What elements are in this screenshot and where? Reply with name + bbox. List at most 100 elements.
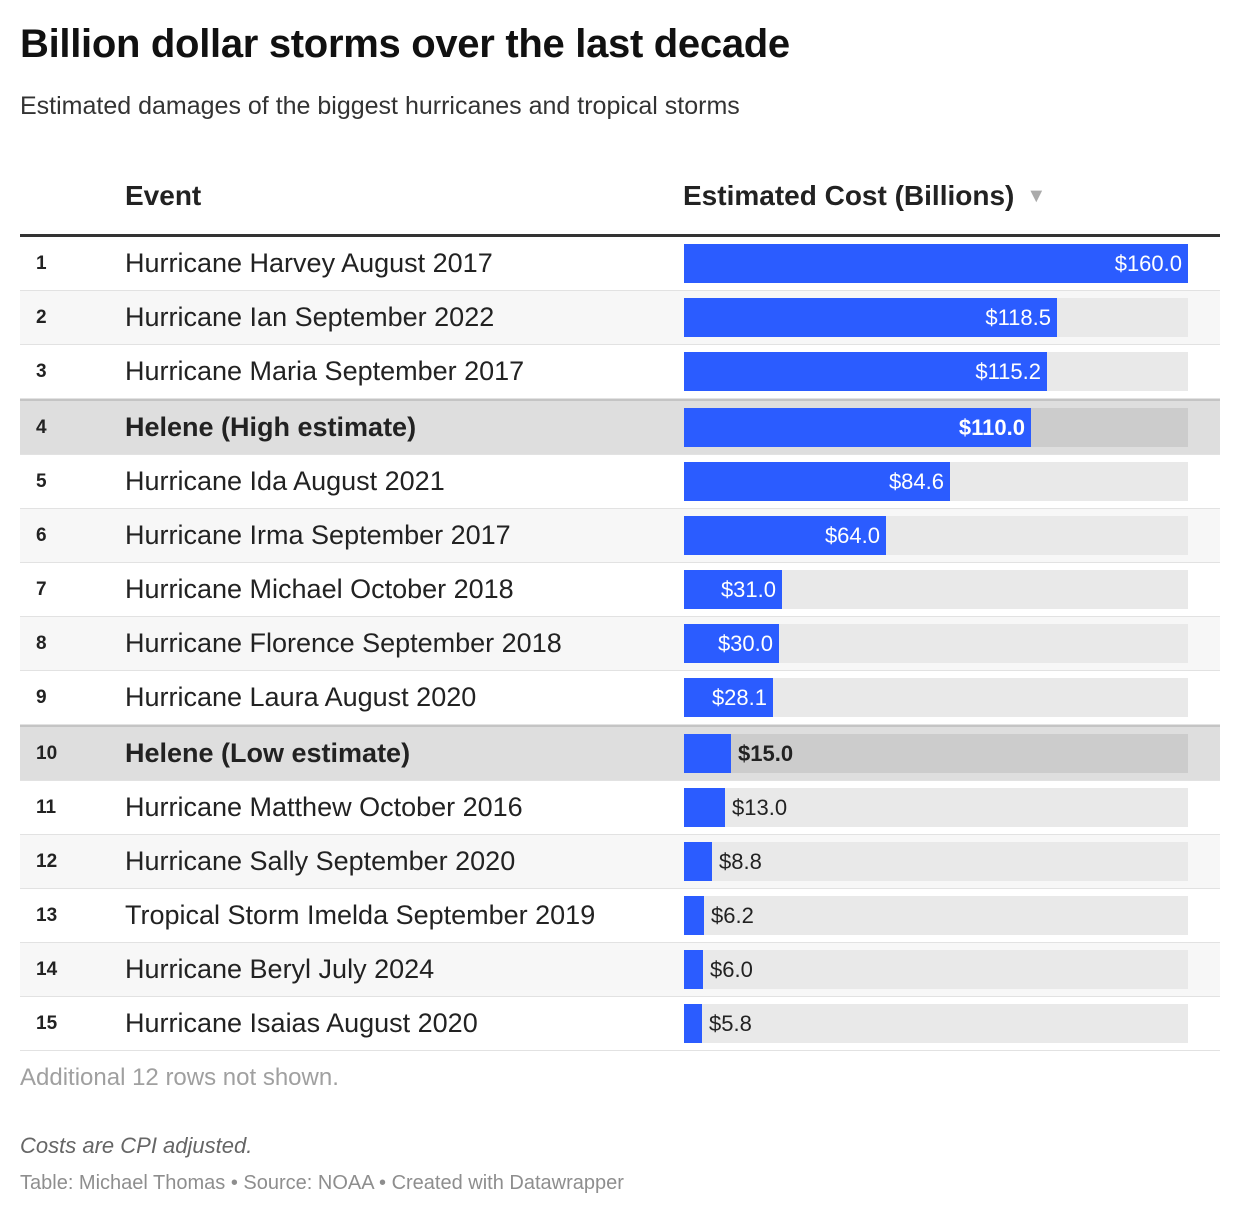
table-row: 7 Hurricane Michael October 2018 $31.0 (20, 563, 1220, 617)
column-header-cost-label: Estimated Cost (Billions) (683, 180, 1015, 211)
row-event-name: Hurricane Beryl July 2024 (125, 954, 435, 984)
cost-bar (684, 678, 773, 717)
table-row: 8 Hurricane Florence September 2018 $30.0 (20, 617, 1220, 671)
cost-bar-track: $84.6 (684, 462, 1188, 501)
row-event-name: Hurricane Michael October 2018 (125, 574, 514, 604)
table-row: 1 Hurricane Harvey August 2017 $160.0 (20, 237, 1220, 291)
cost-value-label: $64.0 (824, 523, 880, 548)
cost-value-label: $13.0 (732, 795, 788, 820)
cost-bar-track: $5.8 (684, 1004, 1188, 1043)
more-rows-note: Additional 12 rows not shown. (20, 1064, 339, 1091)
row-rank: 4 (36, 417, 47, 438)
row-event-name: Hurricane Maria September 2017 (125, 356, 525, 386)
sort-descending-icon[interactable]: ▼ (1026, 185, 1047, 207)
cost-bar (684, 298, 1057, 337)
row-rank: 8 (36, 633, 47, 654)
cost-bar-track: $110.0 (684, 408, 1188, 447)
row-rank: 7 (36, 579, 47, 600)
table-row: 5 Hurricane Ida August 2021 $84.6 (20, 455, 1220, 509)
table-row: 11 Hurricane Matthew October 2016 $13.0 (20, 781, 1220, 835)
table-row: 13 Tropical Storm Imelda September 2019 $6… (20, 889, 1220, 943)
cost-value-label: $84.6 (888, 469, 944, 494)
row-rank: 6 (36, 525, 47, 546)
cost-bar-track: $115.2 (684, 352, 1188, 391)
cost-value-label: $15.0 (738, 741, 794, 766)
row-event-name: Hurricane Harvey August 2017 (125, 248, 493, 278)
table-header: Event Estimated Cost (Billions) ▼ (20, 168, 1220, 237)
cost-bar-track: $6.2 (684, 896, 1188, 935)
cost-value-label: $118.5 (985, 305, 1051, 330)
row-rank: 11 (36, 797, 57, 818)
table-row: 15 Hurricane Isaias August 2020 $5.8 (20, 997, 1220, 1051)
cost-value-label: $31.0 (720, 577, 776, 602)
cost-value-label: $160.0 (1114, 251, 1182, 276)
row-rank: 9 (36, 687, 47, 708)
table-row: 4 Helene (High estimate) $110.0 (20, 399, 1220, 455)
row-rank: 5 (36, 471, 47, 492)
cost-bar (684, 896, 704, 935)
cost-bar-track: $6.0 (684, 950, 1188, 989)
cost-value-label: $6.0 (710, 957, 753, 982)
storm-cost-table: Event Estimated Cost (Billions) ▼ 1 Hurric… (20, 168, 1220, 1051)
column-header-event[interactable]: Event (125, 180, 201, 212)
table-body: 1 Hurricane Harvey August 2017 $160.0 2 Hurr… (20, 237, 1220, 1051)
row-event-name: Hurricane Isaias August 2020 (125, 1008, 478, 1038)
row-rank: 12 (36, 851, 58, 872)
table-row: 6 Hurricane Irma September 2017 $64.0 (20, 509, 1220, 563)
cost-bar (684, 624, 779, 663)
table-row: 2 Hurricane Ian September 2022 $118.5 (20, 291, 1220, 345)
cost-bar (684, 1004, 702, 1043)
cost-bar-track: $64.0 (684, 516, 1188, 555)
column-header-event-label: Event (125, 180, 202, 211)
table-row: 3 Hurricane Maria September 2017 $115.2 (20, 345, 1220, 399)
cost-value-label: $8.8 (719, 849, 762, 874)
cost-value-label: $5.8 (709, 1011, 752, 1036)
cost-bar-track: $15.0 (684, 734, 1188, 773)
row-rank: 10 (36, 743, 58, 764)
cost-bar (684, 734, 731, 773)
row-rank: 3 (36, 361, 47, 382)
cost-bar (684, 352, 1047, 391)
row-event-name: Helene (Low estimate) (125, 738, 411, 768)
table-row: 12 Hurricane Sally September 2020 $8.8 (20, 835, 1220, 889)
row-rank: 15 (36, 1013, 58, 1034)
row-event-name: Hurricane Florence September 2018 (125, 628, 562, 658)
cost-value-label: $115.2 (975, 359, 1041, 384)
cost-bar-track: $31.0 (684, 570, 1188, 609)
row-event-name: Hurricane Irma September 2017 (125, 520, 511, 550)
cost-bar (684, 788, 725, 827)
chart-subtitle: Estimated damages of the biggest hurrica… (20, 92, 740, 120)
cost-value-label: $6.2 (711, 903, 754, 928)
row-event-name: Hurricane Laura August 2020 (125, 682, 477, 712)
cost-bar-track: $160.0 (684, 244, 1188, 283)
cost-bar (684, 570, 782, 609)
cost-value-label: $28.1 (711, 685, 767, 710)
cost-bar (684, 244, 1188, 283)
cost-bar (684, 842, 712, 881)
table-row: 10 Helene (Low estimate) $15.0 (20, 725, 1220, 781)
cost-bar (684, 950, 703, 989)
column-header-cost[interactable]: Estimated Cost (Billions) ▼ (683, 180, 1046, 212)
row-event-name: Hurricane Matthew October 2016 (125, 792, 523, 822)
row-event-name: Hurricane Sally September 2020 (125, 846, 516, 876)
cost-bar (684, 462, 950, 501)
row-event-name: Helene (High estimate) (125, 412, 417, 442)
cost-bar-track: $8.8 (684, 842, 1188, 881)
cpi-note: Costs are CPI adjusted. (20, 1133, 253, 1158)
row-event-name: Hurricane Ida August 2021 (125, 466, 445, 496)
chart-title: Billion dollar storms over the last deca… (20, 22, 790, 66)
table-row: 9 Hurricane Laura August 2020 $28.1 (20, 671, 1220, 725)
row-event-name: Hurricane Ian September 2022 (125, 302, 495, 332)
cost-bar (684, 408, 1031, 447)
cost-bar-track: $118.5 (684, 298, 1188, 337)
cost-bar (684, 516, 886, 555)
cost-bar-track: $28.1 (684, 678, 1188, 717)
row-rank: 2 (36, 307, 47, 328)
source-credit: Table: Michael Thomas • Source: NOAA • C… (20, 1172, 624, 1194)
table-row: 14 Hurricane Beryl July 2024 $6.0 (20, 943, 1220, 997)
cost-value-label: $110.0 (958, 415, 1025, 440)
row-rank: 1 (36, 253, 47, 274)
row-rank: 13 (36, 905, 58, 926)
row-rank: 14 (36, 959, 58, 980)
row-event-name: Tropical Storm Imelda September 2019 (125, 900, 596, 930)
